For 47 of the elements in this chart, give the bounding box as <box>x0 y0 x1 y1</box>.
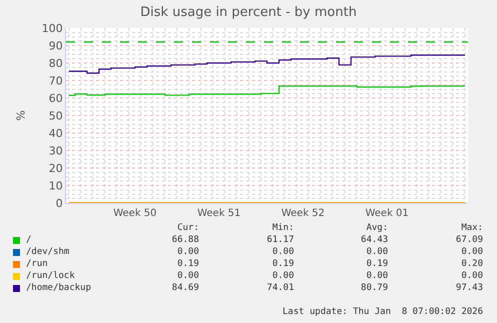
text: 0.00 <box>366 246 388 258</box>
y-tick-label: 90 <box>48 39 63 52</box>
y-tick-label: 30 <box>48 144 63 158</box>
y-tick-label: 80 <box>48 56 63 70</box>
text: Max: <box>461 222 483 234</box>
legend-label: /run/lock <box>26 270 75 282</box>
text: 97.43 <box>456 282 483 294</box>
x-tick-label: Week 50 <box>113 208 157 219</box>
text: 0.00 <box>177 246 199 258</box>
text: 0.00 <box>461 246 483 258</box>
text: 0.19 <box>366 258 388 270</box>
y-tick-label: 70 <box>48 74 63 88</box>
text: 61.17 <box>266 234 294 246</box>
text: 0.00 <box>272 270 294 282</box>
text: 0.00 <box>461 270 483 282</box>
text: 66.88 <box>172 234 199 246</box>
y-tick-label: 60 <box>48 92 63 105</box>
text: 0.20 <box>461 258 483 270</box>
legend-label: /home/backup <box>26 282 92 294</box>
text: Last update: Thu Jan 8 07:00:02 2026 <box>282 306 483 318</box>
text: 67.09 <box>456 234 483 246</box>
text: 84.69 <box>172 282 199 294</box>
y-tick-label: 0 <box>56 196 63 210</box>
y-tick-label: 50 <box>48 109 63 122</box>
y-tick-label: 10 <box>48 179 63 192</box>
y-tick-label: 20 <box>48 162 63 175</box>
y-axis-title: % <box>14 110 28 121</box>
chart-title: Disk usage in percent - by month <box>140 4 357 20</box>
text: 64.43 <box>360 234 388 246</box>
text: 0.00 <box>177 270 199 282</box>
text: 0.19 <box>272 258 294 270</box>
text: 0.00 <box>272 246 294 258</box>
x-tick-label: Week 01 <box>365 208 409 219</box>
legend-label: /dev/shm <box>26 246 70 258</box>
text: Avg: <box>366 222 388 234</box>
text: 80.79 <box>360 282 388 294</box>
y-tick-label: 40 <box>48 126 63 140</box>
x-tick-label: Week 51 <box>197 208 241 219</box>
text: 0.19 <box>177 258 199 270</box>
legend-label: /run <box>26 258 48 270</box>
text: 74.01 <box>266 282 294 294</box>
text: Cur: <box>177 222 199 234</box>
text: 0.00 <box>366 270 388 282</box>
text: Min: <box>272 222 294 234</box>
x-tick-label: Week 52 <box>281 208 325 219</box>
y-tick-label: 100 <box>42 22 63 35</box>
legend-label: / <box>26 234 32 246</box>
